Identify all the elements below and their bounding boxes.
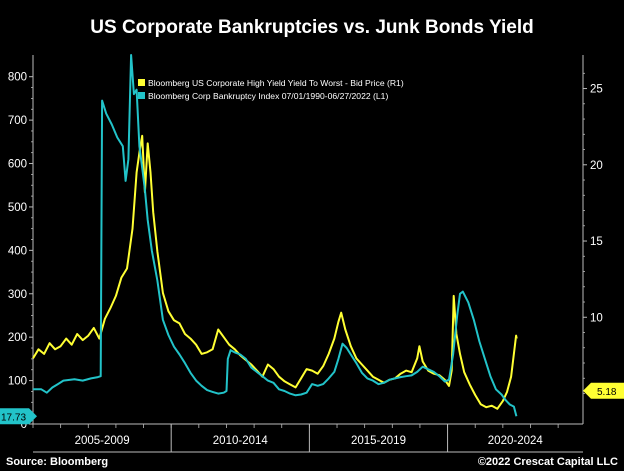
- left-tick-label: 200: [8, 332, 27, 344]
- x-period-label: 2005-2009: [75, 435, 130, 447]
- right-tick-label: 25: [590, 84, 603, 96]
- x-period-label: 2015-2019: [351, 435, 406, 447]
- left-tick-label: 700: [8, 115, 27, 127]
- series-layer: [32, 54, 518, 417]
- copyright-note: ©2022 Crescat Capital LLC: [478, 456, 618, 468]
- left-tick-label: 300: [8, 289, 27, 301]
- legend: Bloomberg US Corporate High Yield Yield …: [138, 78, 404, 101]
- left-tick-label: 500: [8, 202, 27, 214]
- left-tick-label: 800: [8, 72, 27, 84]
- left-tick-label: 400: [8, 245, 27, 257]
- last-value-bankruptcy-badge: 17.73: [0, 408, 37, 425]
- last-value-yield-badge: 5.18: [583, 382, 624, 399]
- x-period-label: 2010-2014: [213, 435, 269, 447]
- series-line-bankruptcy: [33, 54, 518, 417]
- last-value-yield-label: 5.18: [597, 387, 617, 398]
- left-tick-label: 600: [8, 159, 27, 171]
- source-note: Source: Bloomberg: [6, 456, 108, 468]
- legend-label-bankruptcy: Bloomberg Corp Bankruptcy Index 07/01/19…: [148, 91, 388, 101]
- last-value-yield-marker: [583, 382, 624, 399]
- right-tick-label: 15: [590, 236, 603, 248]
- last-value-bankruptcy-label: 17.73: [1, 412, 26, 423]
- right-tick-label: 10: [590, 312, 603, 324]
- axes-layer: 0 100 200 300 400 500 600 700 800 10 15 20 25 2005-20…: [8, 55, 603, 453]
- legend-swatch-bankruptcy: [138, 92, 145, 99]
- legend-swatch-yield: [138, 79, 145, 86]
- x-period-label: 2020-2024: [488, 435, 544, 447]
- legend-label-yield: Bloomberg US Corporate High Yield Yield …: [148, 78, 404, 88]
- series-line-yield: [32, 134, 518, 410]
- right-tick-label: 20: [590, 160, 603, 172]
- chart-title: US Corporate Bankruptcies vs. Junk Bonds…: [90, 17, 533, 38]
- left-tick-label: 100: [8, 376, 27, 388]
- last-value-bankruptcy-marker: [0, 408, 37, 425]
- left-tick-label: 0: [21, 419, 27, 431]
